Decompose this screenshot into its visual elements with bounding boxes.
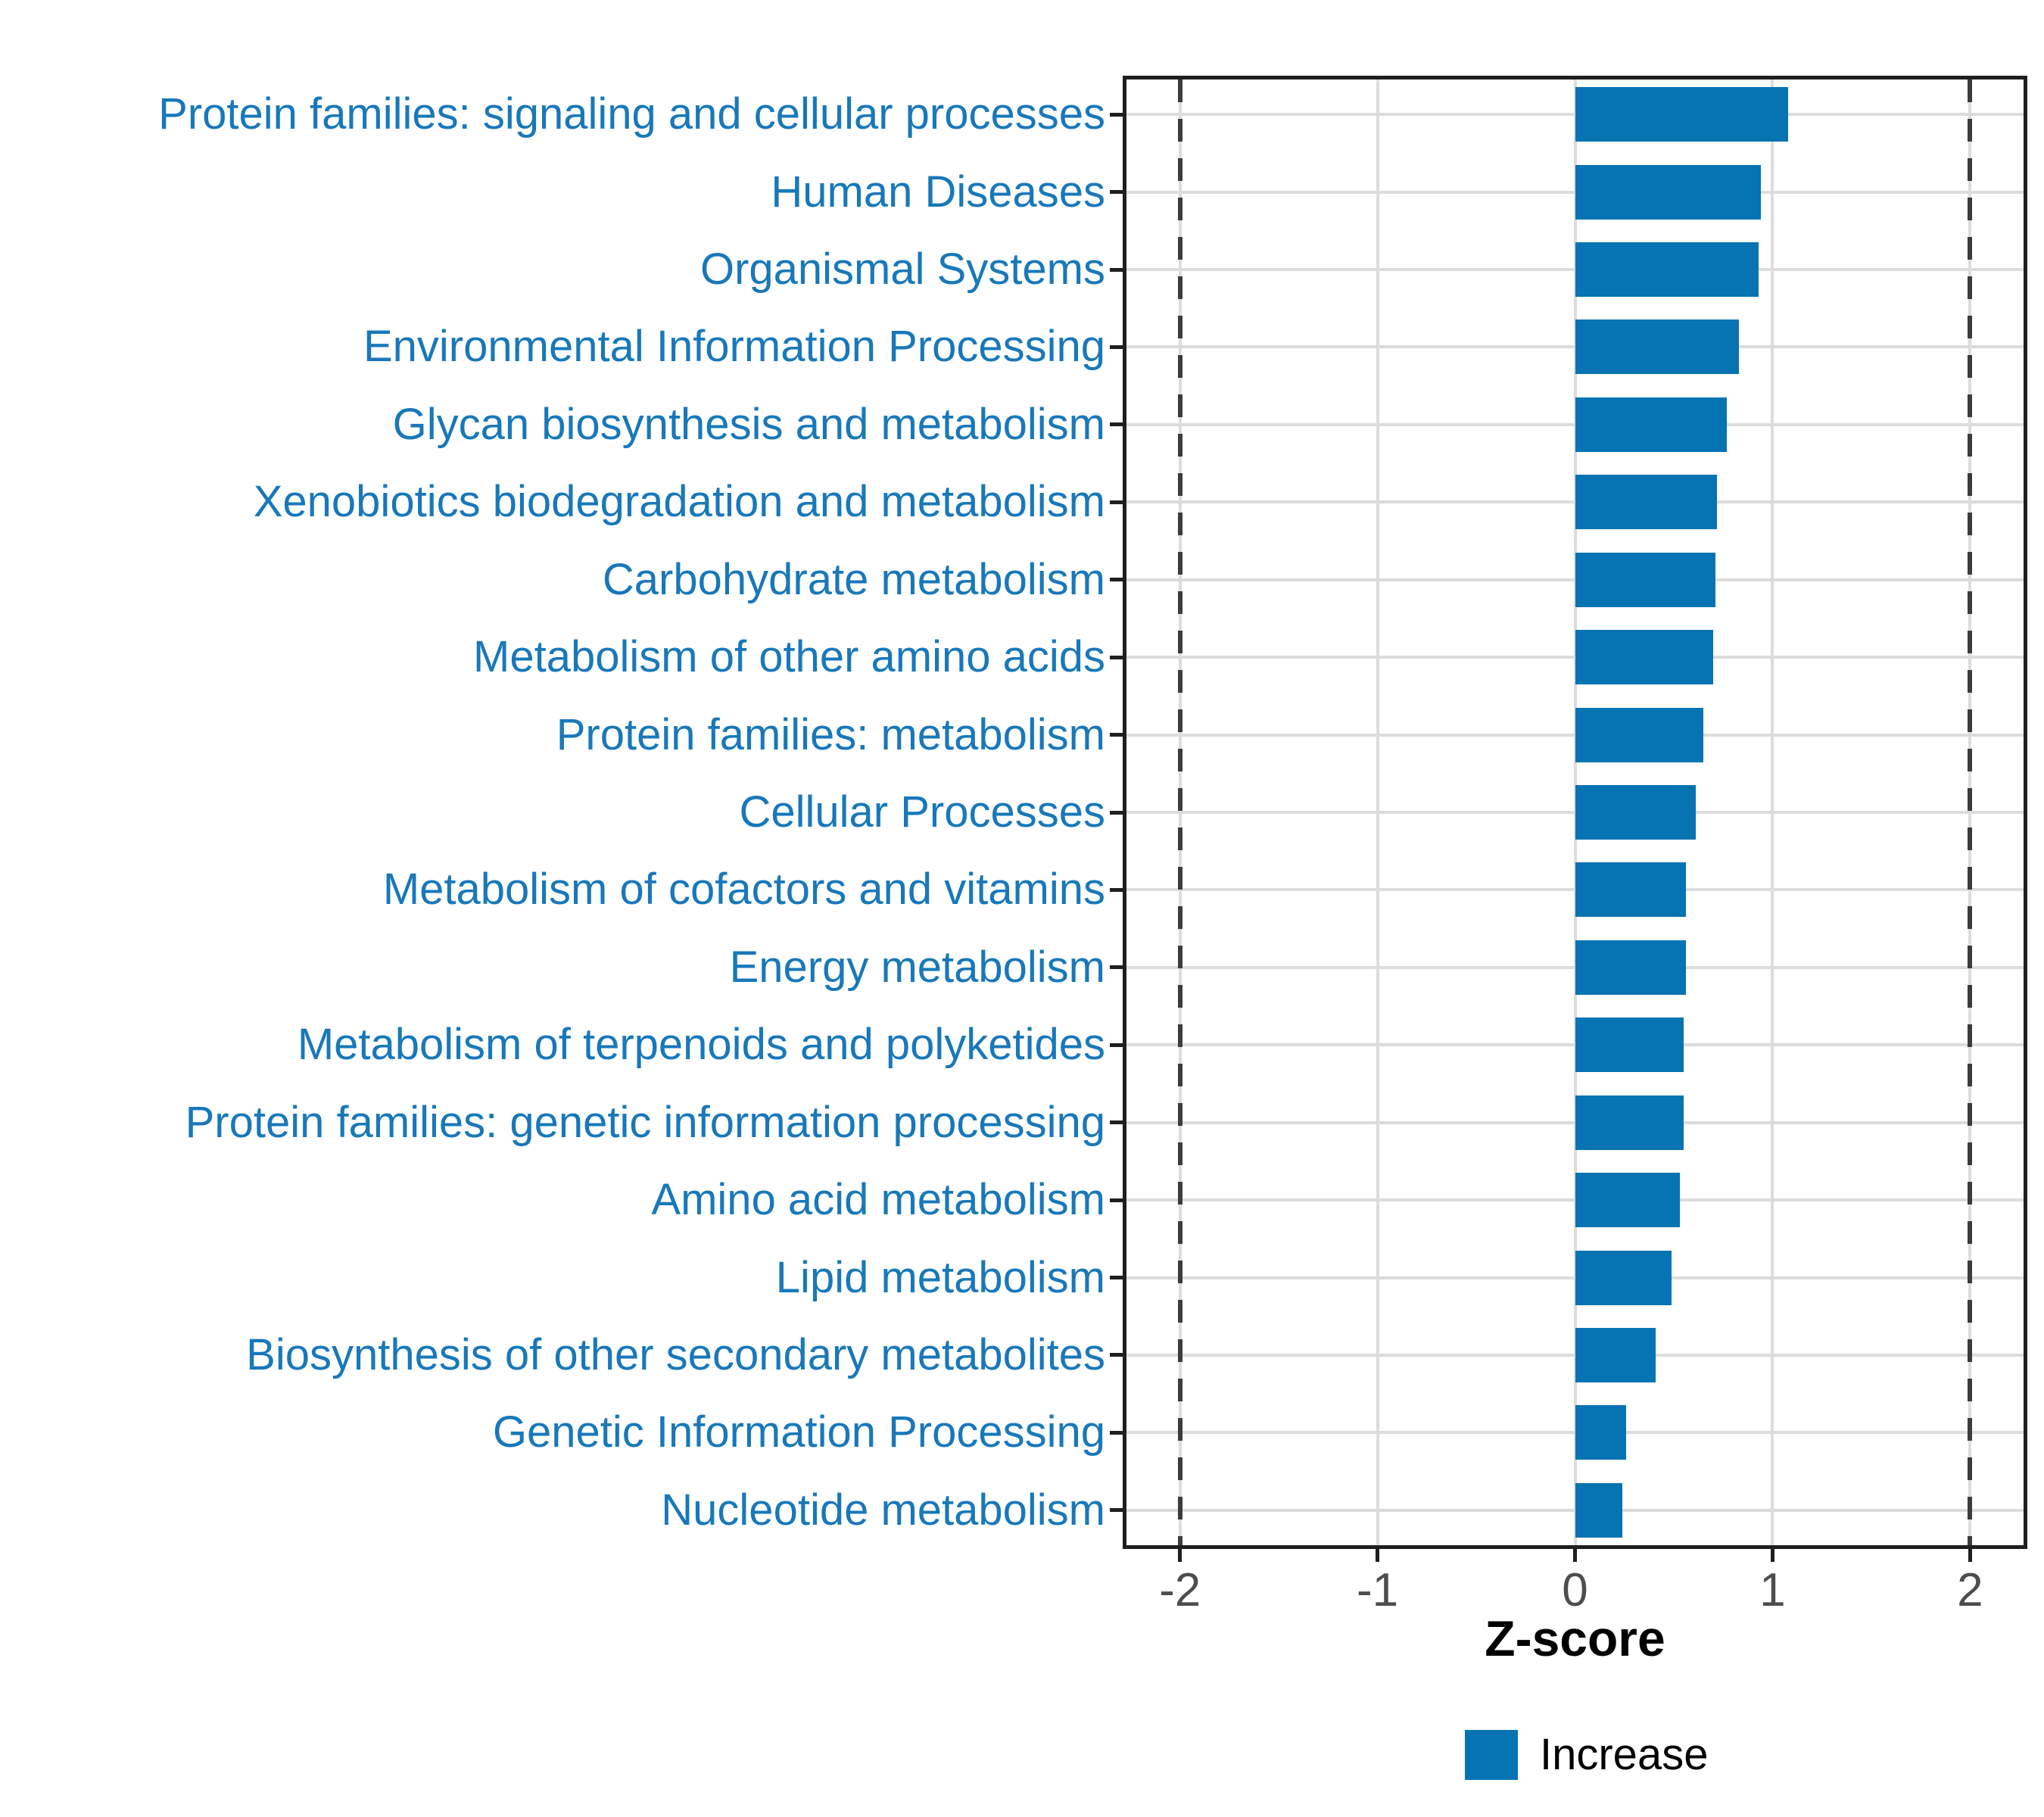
y-tick [1110,1043,1123,1047]
bar [1575,164,1761,220]
y-tick [1110,500,1123,504]
y-tick [1110,1120,1123,1125]
y-tick [1110,1430,1123,1435]
bar [1575,397,1728,452]
x-tick-label: -1 [1357,1564,1399,1616]
bar [1575,707,1704,762]
bar [1575,1095,1684,1150]
y-tick [1110,1353,1123,1357]
category-label: Protein families: genetic information pr… [185,1097,1105,1147]
y-tick [1110,1198,1123,1202]
y-tick [1110,965,1123,970]
dashed-reference-line [1177,79,1182,1545]
x-tick-label: 2 [1957,1564,1983,1616]
y-tick [1110,1508,1123,1513]
legend-label: Increase [1540,1730,1709,1779]
x-axis-title: Z-score [1485,1610,1665,1666]
category-label: Biosynthesis of other secondary metaboli… [246,1329,1105,1379]
x-tick [1376,1549,1380,1562]
y-tick [1110,887,1123,892]
bar [1575,1018,1684,1073]
legend-swatch [1465,1730,1518,1780]
bar [1575,319,1740,375]
category-label: Cellular Processes [739,787,1105,837]
category-label: Energy metabolism [729,942,1105,992]
y-tick [1110,810,1123,815]
bar [1575,1482,1623,1538]
y-tick [1110,112,1123,117]
category-label: Amino acid metabolism [651,1175,1105,1225]
bar [1575,1173,1680,1228]
y-tick [1110,422,1123,427]
bar [1575,630,1714,685]
category-label: Organismal Systems [700,245,1105,295]
category-label: Carbohydrate metabolism [602,554,1105,604]
x-gridline [1376,79,1379,1545]
category-label: Metabolism of cofactors and vitamins [382,865,1105,915]
y-tick [1110,733,1123,737]
category-label: Glycan biosynthesis and metabolism [392,399,1105,449]
bar [1575,785,1696,840]
y-tick [1110,1276,1123,1280]
x-tick-label: 1 [1759,1564,1786,1616]
category-label: Human Diseases [771,167,1105,217]
bar [1575,552,1715,607]
x-tick-label: 0 [1562,1564,1588,1616]
x-tick [1573,1549,1577,1562]
y-tick [1110,578,1123,582]
x-tick [1770,1549,1774,1562]
category-label: Nucleotide metabolism [661,1485,1105,1535]
bar [1575,862,1686,918]
category-label: Lipid metabolism [775,1252,1105,1302]
category-label: Metabolism of other amino acids [473,632,1105,682]
y-tick [1110,267,1123,272]
bar [1575,1327,1656,1382]
bar [1575,242,1759,298]
category-label: Metabolism of terpenoids and polyketides [297,1020,1105,1070]
y-tick [1110,344,1123,349]
plot-area [1123,76,2027,1549]
category-label: Protein families: signaling and cellular… [158,89,1105,139]
x-tick [1178,1549,1182,1562]
category-label: Genetic Information Processing [492,1407,1105,1457]
x-tick [1968,1549,1972,1562]
y-tick [1110,655,1123,659]
bar [1575,940,1686,995]
dashed-reference-line [1968,79,1973,1545]
y-tick [1110,190,1123,195]
bar [1575,475,1718,530]
category-label: Environmental Information Processing [363,322,1105,372]
x-tick-label: -2 [1159,1564,1201,1616]
category-label: Protein families: metabolism [556,709,1105,759]
bar [1575,1405,1627,1460]
bar [1575,87,1789,142]
bar [1575,1250,1672,1305]
x-gridline [1771,79,1774,1545]
category-label: Xenobiotics biodegradation and metabolis… [253,477,1105,527]
